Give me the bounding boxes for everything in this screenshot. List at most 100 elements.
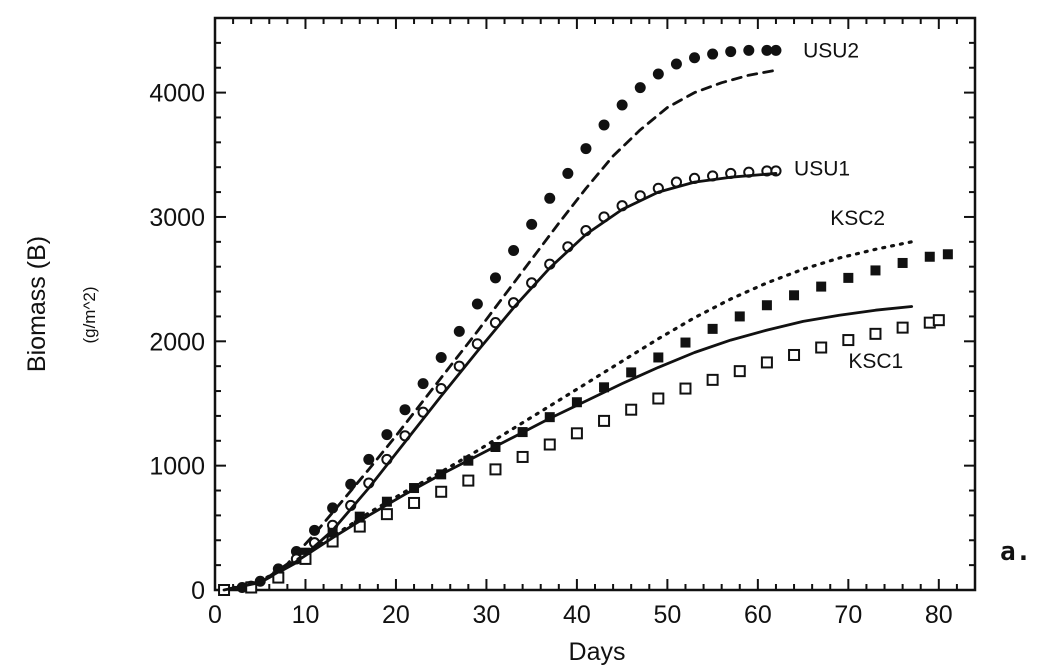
x-tick-label: 30 <box>473 601 501 629</box>
point-ksc2 <box>571 397 582 408</box>
point-ksc2 <box>707 323 718 334</box>
line-usu2-model <box>222 68 778 592</box>
y-axis-unit: (g/m^2) <box>80 286 99 343</box>
point-ksc2 <box>734 311 745 322</box>
x-tick-label: 60 <box>744 601 772 629</box>
line-usu1-model <box>222 171 778 592</box>
point-ksc1 <box>462 474 475 487</box>
point-ksc1 <box>842 334 855 347</box>
point-ksc1 <box>380 508 393 521</box>
point-ksc1 <box>408 496 421 509</box>
series-usu2-model <box>222 68 778 592</box>
point-ksc1 <box>245 581 258 594</box>
point-ksc2 <box>816 281 827 292</box>
series-usu1-model <box>222 171 778 592</box>
point-usu2 <box>526 218 538 230</box>
point-usu2 <box>471 298 483 310</box>
point-ksc2 <box>924 251 935 262</box>
point-usu2 <box>345 478 357 490</box>
line-ksc1-model <box>222 305 914 592</box>
x-tick-label: 40 <box>563 601 591 629</box>
point-usu2 <box>309 524 321 536</box>
point-ksc1 <box>788 348 801 361</box>
point-ksc1 <box>435 485 448 498</box>
y-tick-label: 4000 <box>149 80 205 108</box>
point-ksc1 <box>652 392 665 405</box>
x-tick-label: 50 <box>653 601 681 629</box>
point-usu2 <box>725 46 737 58</box>
x-tick-label: 0 <box>208 601 222 629</box>
point-usu2 <box>381 429 393 441</box>
point-ksc2 <box>381 496 392 507</box>
point-usu2 <box>489 272 501 284</box>
point-usu2 <box>598 119 610 131</box>
y-tick-label: 2000 <box>149 328 205 356</box>
series-ksc1-model <box>222 305 914 592</box>
x-axis-title: Days <box>569 638 626 666</box>
point-usu2 <box>761 44 773 56</box>
y-tick-label: 1000 <box>149 453 205 481</box>
point-usu2 <box>616 99 628 111</box>
point-usu2 <box>435 351 447 363</box>
point-ksc1 <box>706 373 719 386</box>
point-ksc2 <box>599 382 610 393</box>
label-usu2: USU2 <box>803 39 859 62</box>
point-ksc1 <box>815 341 828 354</box>
point-usu2 <box>743 44 755 56</box>
point-ksc2 <box>789 290 800 301</box>
point-ksc2 <box>653 352 664 363</box>
point-ksc2 <box>354 511 365 522</box>
x-tick-labels: 0 10 20 30 40 50 60 70 80 <box>208 601 953 629</box>
label-usu1: USU1 <box>794 157 850 180</box>
y-tick-label: 3000 <box>149 204 205 232</box>
point-ksc1 <box>570 427 583 440</box>
series-layer <box>218 44 953 596</box>
point-usu2 <box>363 453 375 465</box>
series-ksc2-model <box>222 240 914 592</box>
point-ksc1 <box>679 382 692 395</box>
label-ksc2: KSC2 <box>830 207 885 230</box>
x-tick-label: 10 <box>292 601 320 629</box>
x-tick-label: 20 <box>382 601 410 629</box>
series-ksc1 <box>218 314 945 596</box>
axis-ticks <box>214 17 976 591</box>
point-ksc2 <box>327 527 338 538</box>
point-usu2 <box>562 167 574 179</box>
point-usu2 <box>634 82 646 94</box>
x-tick-label: 80 <box>925 601 953 629</box>
point-ksc1 <box>625 403 638 416</box>
point-ksc1 <box>516 450 529 463</box>
y-tick-labels: 0 1000 2000 3000 4000 <box>149 80 205 605</box>
panel-label: a. <box>1000 537 1031 567</box>
point-ksc2 <box>680 337 691 348</box>
point-usu2 <box>453 325 465 337</box>
label-ksc1: KSC1 <box>848 350 903 373</box>
series-labels: USU2 USU1 KSC2 KSC1 <box>794 39 903 373</box>
point-ksc2 <box>897 257 908 268</box>
y-tick-label: 0 <box>191 577 205 605</box>
point-usu2 <box>652 68 664 80</box>
point-usu2 <box>327 502 339 514</box>
point-usu2 <box>580 143 592 155</box>
point-usu2 <box>707 48 719 60</box>
point-usu2 <box>670 58 682 70</box>
point-usu2 <box>544 192 556 204</box>
point-ksc1 <box>598 414 611 427</box>
point-ksc1 <box>760 356 773 369</box>
point-ksc1 <box>489 463 502 476</box>
point-ksc1 <box>733 365 746 378</box>
point-ksc1 <box>869 327 882 340</box>
point-ksc2 <box>761 300 772 311</box>
point-ksc2 <box>942 249 953 260</box>
point-ksc2 <box>843 272 854 283</box>
point-usu2 <box>417 378 429 390</box>
point-usu2 <box>508 245 520 257</box>
x-tick-label: 70 <box>834 601 862 629</box>
point-ksc1 <box>932 314 945 327</box>
point-usu2 <box>399 404 411 416</box>
point-ksc1 <box>896 321 909 334</box>
point-usu2 <box>689 52 701 64</box>
line-ksc2-model <box>222 240 914 592</box>
point-ksc1 <box>543 438 556 451</box>
